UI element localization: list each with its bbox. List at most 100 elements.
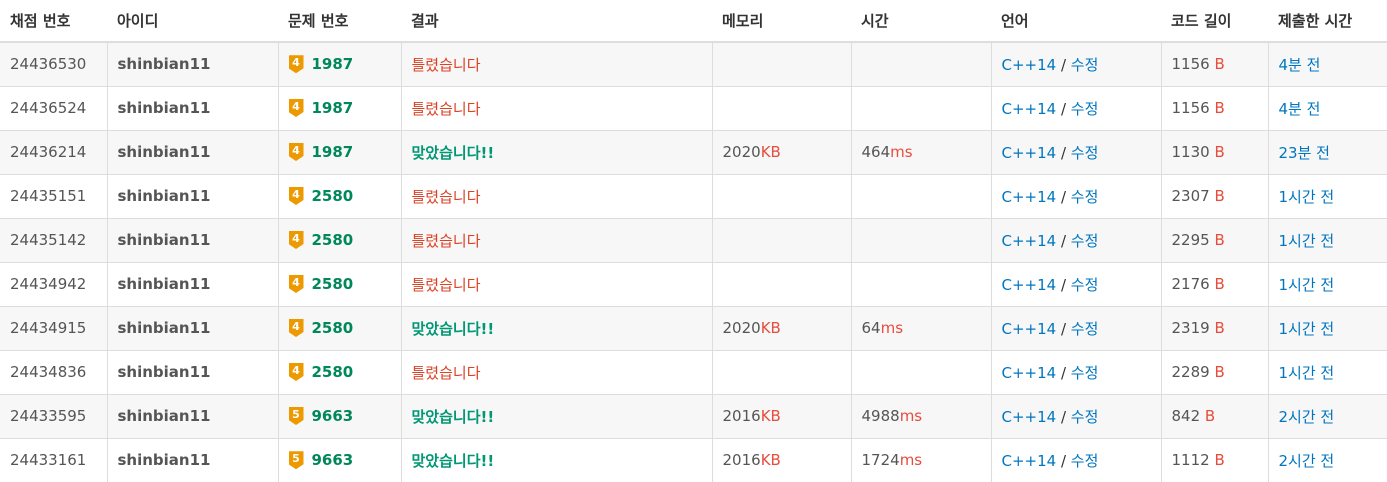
user-link[interactable]: shinbian11 (117, 451, 211, 470)
language-cell[interactable]: C++14 / 수정 (990, 129, 1161, 174)
user-link[interactable]: shinbian11 (117, 363, 211, 381)
language-cell[interactable]: C++14 / 수정 (990, 305, 1161, 350)
edit-link[interactable]: 수정 (1070, 55, 1099, 74)
submitted-time-link[interactable]: 2시간 전 (1278, 451, 1335, 470)
problem-cell[interactable]: 5 9663 (277, 393, 401, 438)
language-cell[interactable]: C++14 / 수정 (990, 85, 1161, 130)
language-link[interactable]: C++14 (1001, 187, 1057, 206)
user-cell[interactable]: shinbian11 (106, 41, 278, 86)
language-cell[interactable]: C++14 / 수정 (990, 173, 1161, 218)
edit-link[interactable]: 수정 (1070, 143, 1099, 162)
user-cell[interactable]: shinbian11 (106, 129, 278, 174)
language-cell[interactable]: C++14 / 수정 (990, 393, 1161, 438)
problem-cell[interactable]: 4 2580 (277, 217, 401, 262)
problem-cell[interactable]: 4 1987 (277, 85, 401, 130)
user-link[interactable]: shinbian11 (117, 99, 211, 117)
language-link[interactable]: C++14 (1001, 363, 1057, 382)
language-link[interactable]: C++14 (1001, 99, 1057, 118)
user-cell[interactable]: shinbian11 (106, 305, 278, 350)
language-link[interactable]: C++14 (1001, 143, 1057, 162)
submitted-time-cell[interactable]: 1시간 전 (1267, 305, 1387, 350)
language-link[interactable]: C++14 (1001, 275, 1057, 294)
submitted-time-cell[interactable]: 1시간 전 (1267, 349, 1387, 394)
separator: / (1056, 143, 1071, 162)
problem-link[interactable]: 1987 (311, 55, 354, 74)
user-link[interactable]: shinbian11 (117, 231, 211, 249)
problem-cell[interactable]: 4 1987 (277, 129, 401, 174)
table-row: 24436524 shinbian11 4 1987 틀렸습니다 C++14 /… (0, 85, 1387, 130)
language-cell[interactable]: C++14 / 수정 (990, 437, 1161, 482)
edit-link[interactable]: 수정 (1070, 99, 1099, 118)
time-value: 64 (861, 319, 881, 337)
language-link[interactable]: C++14 (1001, 231, 1057, 250)
submitted-time-cell[interactable]: 23분 전 (1267, 129, 1387, 174)
submitted-time-link[interactable]: 1시간 전 (1278, 319, 1335, 338)
code-length-unit: B (1214, 187, 1225, 205)
language-link[interactable]: C++14 (1001, 407, 1057, 426)
submitted-time-link[interactable]: 1시간 전 (1278, 363, 1335, 382)
language-link[interactable]: C++14 (1001, 319, 1057, 338)
problem-cell[interactable]: 5 9663 (277, 437, 401, 482)
header-memory: 메모리 (712, 0, 851, 43)
user-cell[interactable]: shinbian11 (106, 437, 278, 482)
problem-link[interactable]: 9663 (311, 451, 354, 470)
result-text: 틀렸습니다 (411, 363, 481, 382)
edit-link[interactable]: 수정 (1070, 231, 1099, 250)
user-link[interactable]: shinbian11 (117, 187, 211, 205)
submitted-time-cell[interactable]: 1시간 전 (1267, 217, 1387, 262)
user-link[interactable]: shinbian11 (117, 55, 211, 74)
user-cell[interactable]: shinbian11 (106, 349, 278, 394)
problem-link[interactable]: 2580 (311, 275, 354, 293)
edit-link[interactable]: 수정 (1070, 363, 1099, 382)
submitted-time-link[interactable]: 23분 전 (1278, 143, 1330, 162)
user-link[interactable]: shinbian11 (117, 407, 211, 425)
language-link[interactable]: C++14 (1001, 55, 1057, 74)
language-cell[interactable]: C++14 / 수정 (990, 261, 1161, 306)
user-cell[interactable]: shinbian11 (106, 85, 278, 130)
submitted-time-link[interactable]: 1시간 전 (1278, 275, 1335, 294)
problem-link[interactable]: 2580 (311, 363, 354, 381)
problem-link[interactable]: 9663 (311, 407, 354, 425)
submitted-time-link[interactable]: 2시간 전 (1278, 407, 1335, 426)
problem-link[interactable]: 2580 (311, 187, 354, 205)
submitted-time-cell[interactable]: 4분 전 (1267, 41, 1387, 86)
problem-cell[interactable]: 4 2580 (277, 305, 401, 350)
submitted-time-cell[interactable]: 2시간 전 (1267, 437, 1387, 482)
user-cell[interactable]: shinbian11 (106, 393, 278, 438)
submitted-time-cell[interactable]: 1시간 전 (1267, 173, 1387, 218)
result-cell: 맞았습니다!! (400, 129, 712, 174)
language-cell[interactable]: C++14 / 수정 (990, 349, 1161, 394)
submitted-time-cell[interactable]: 2시간 전 (1267, 393, 1387, 438)
edit-link[interactable]: 수정 (1070, 187, 1099, 206)
language-cell[interactable]: C++14 / 수정 (990, 217, 1161, 262)
user-cell[interactable]: shinbian11 (106, 261, 278, 306)
edit-link[interactable]: 수정 (1070, 275, 1099, 294)
submitted-time-link[interactable]: 4분 전 (1278, 99, 1321, 118)
edit-link[interactable]: 수정 (1070, 319, 1099, 338)
problem-cell[interactable]: 4 2580 (277, 349, 401, 394)
problem-cell[interactable]: 4 2580 (277, 173, 401, 218)
user-cell[interactable]: shinbian11 (106, 173, 278, 218)
problem-link[interactable]: 2580 (311, 231, 354, 249)
code-length-cell: 1156 B (1160, 85, 1268, 130)
problem-link[interactable]: 1987 (311, 99, 354, 117)
result-cell: 틀렸습니다 (400, 217, 712, 262)
memory-unit: KB (760, 143, 781, 161)
problem-cell[interactable]: 4 1987 (277, 41, 401, 86)
submitted-time-cell[interactable]: 4분 전 (1267, 85, 1387, 130)
submitted-time-link[interactable]: 1시간 전 (1278, 231, 1335, 250)
edit-link[interactable]: 수정 (1070, 451, 1099, 470)
user-link[interactable]: shinbian11 (117, 319, 211, 337)
problem-cell[interactable]: 4 2580 (277, 261, 401, 306)
submitted-time-link[interactable]: 4분 전 (1278, 55, 1321, 74)
edit-link[interactable]: 수정 (1070, 407, 1099, 426)
language-link[interactable]: C++14 (1001, 451, 1057, 470)
submitted-time-cell[interactable]: 1시간 전 (1267, 261, 1387, 306)
user-link[interactable]: shinbian11 (117, 143, 211, 161)
user-link[interactable]: shinbian11 (117, 275, 211, 293)
problem-link[interactable]: 2580 (311, 319, 354, 337)
user-cell[interactable]: shinbian11 (106, 217, 278, 262)
submitted-time-link[interactable]: 1시간 전 (1278, 187, 1335, 206)
language-cell[interactable]: C++14 / 수정 (990, 41, 1161, 86)
problem-link[interactable]: 1987 (311, 143, 354, 161)
